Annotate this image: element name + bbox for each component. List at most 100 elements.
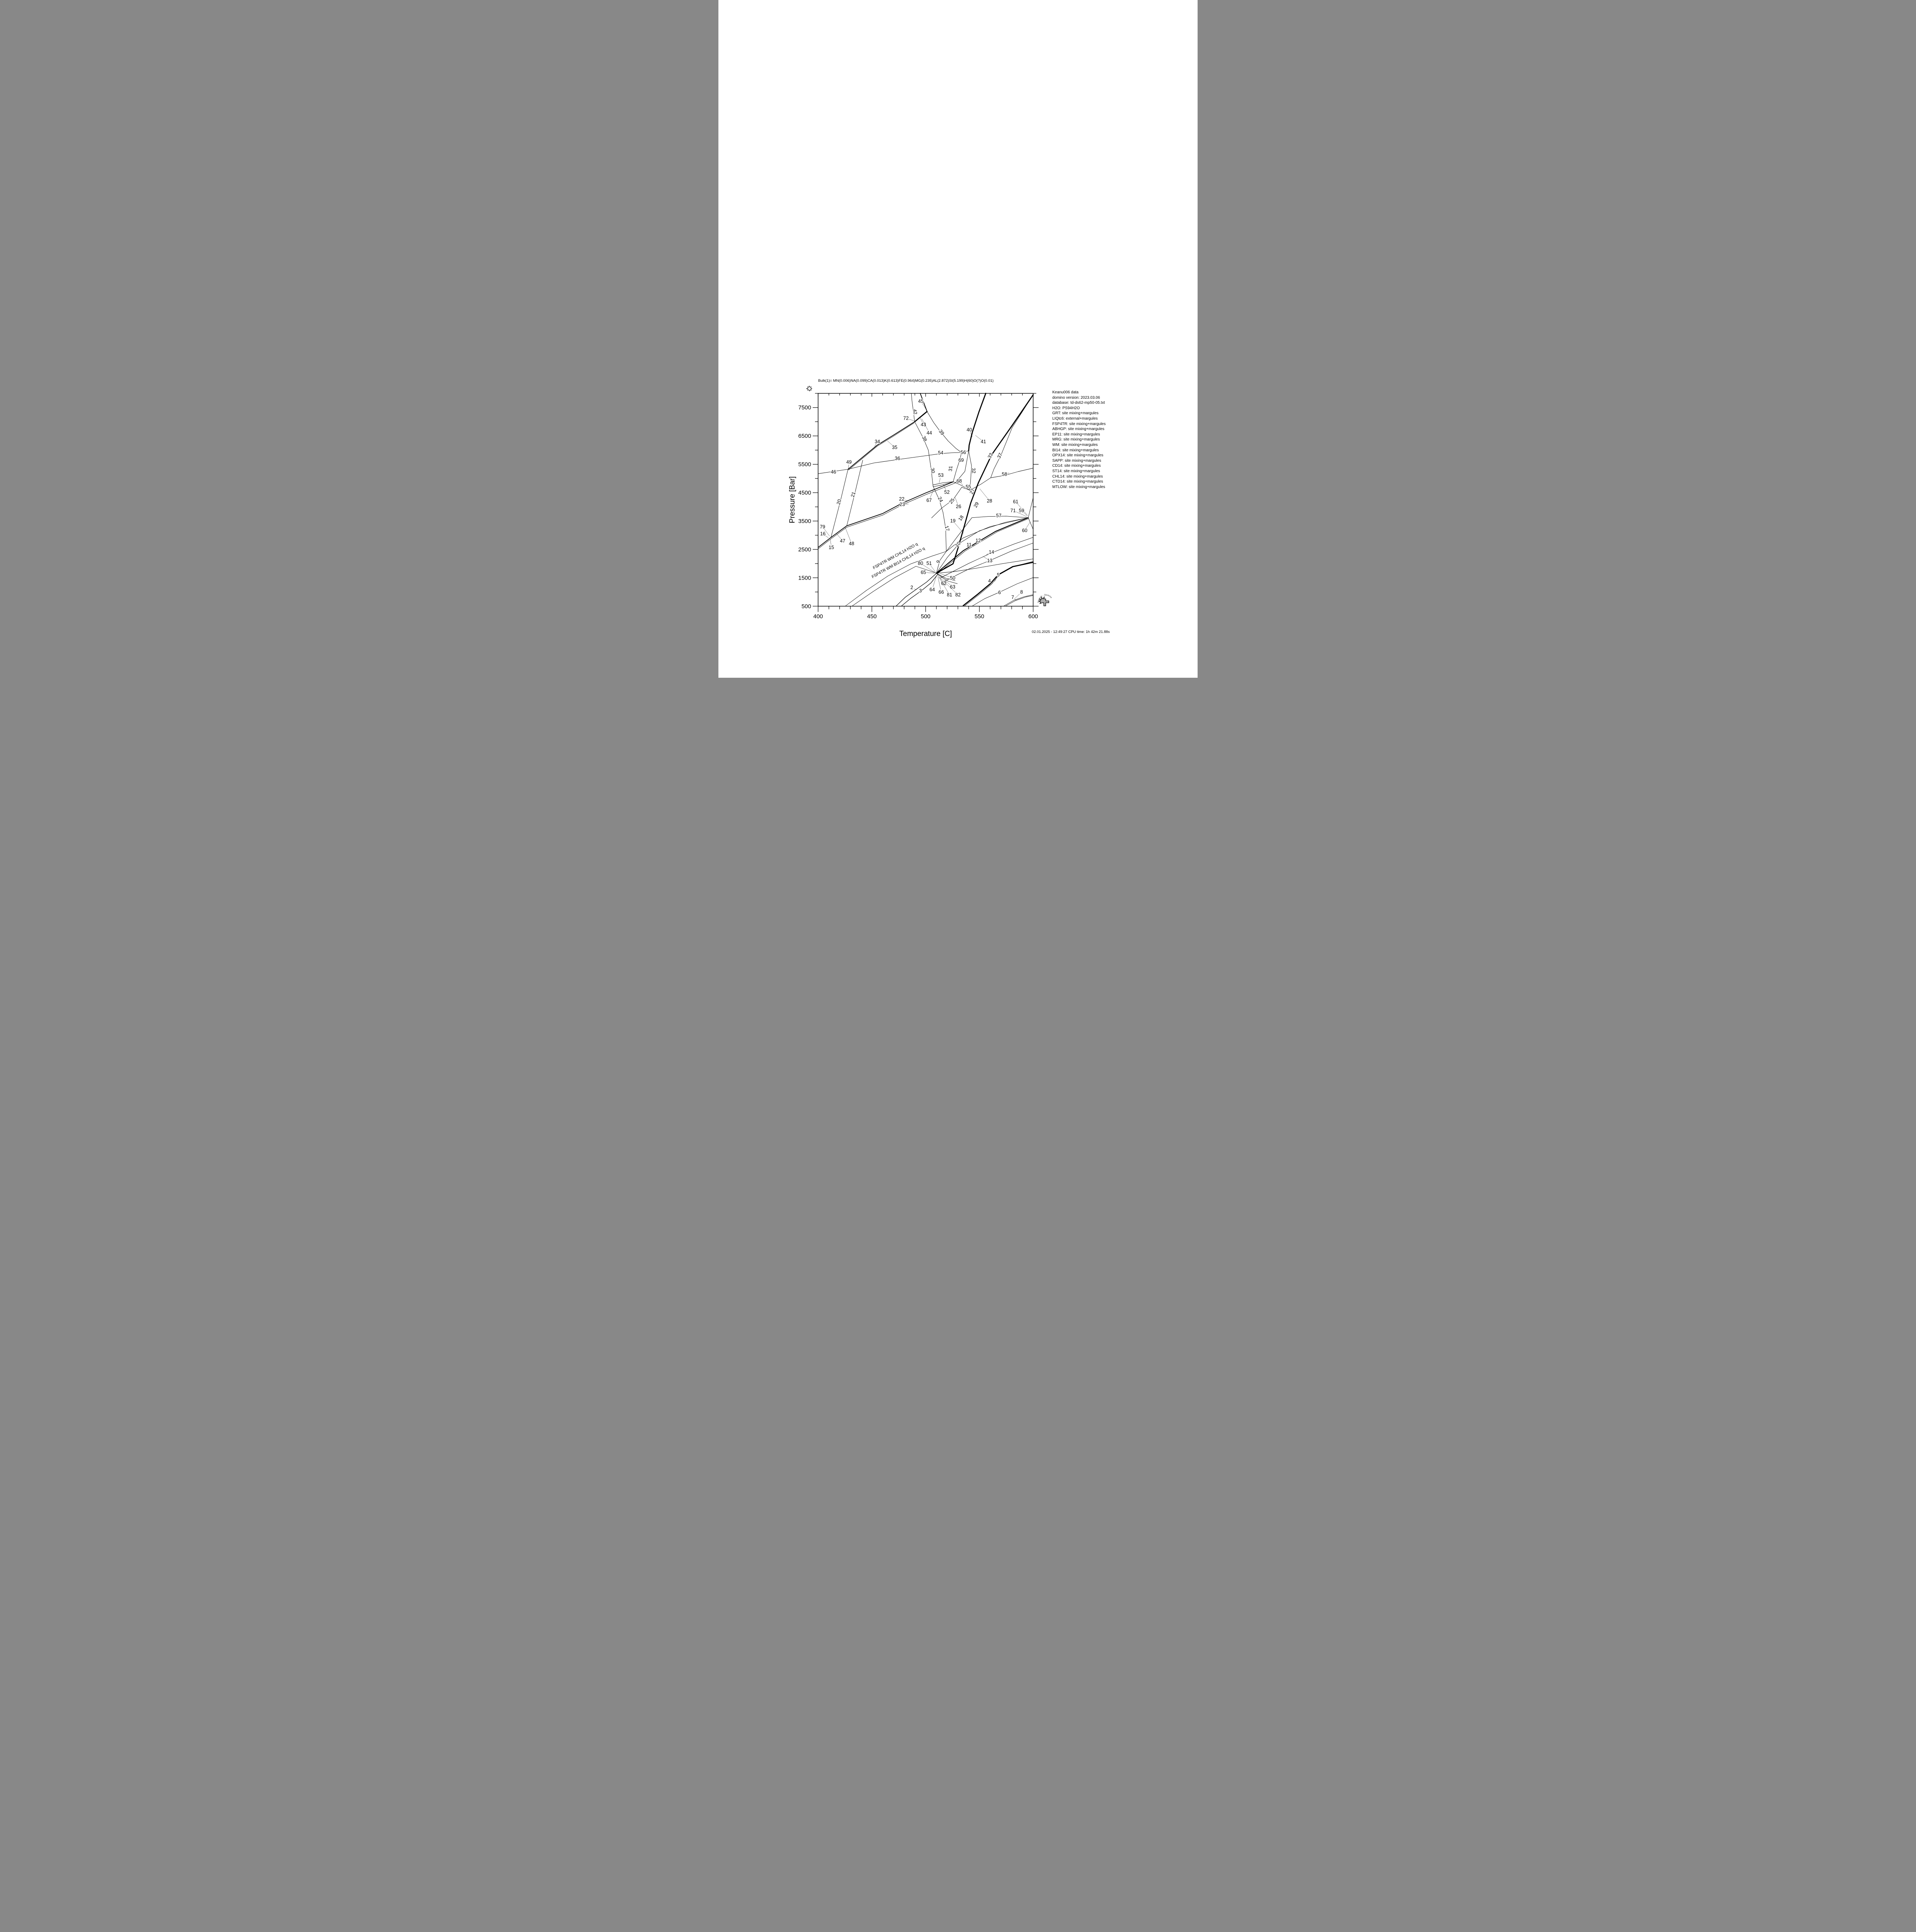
field-label-62: 62 [941, 581, 946, 586]
field-label-36: 36 [895, 456, 900, 461]
field-label-6: 6 [998, 590, 1001, 595]
x-tick-label-500: 500 [921, 613, 931, 620]
y-tick-label-5500: 5500 [798, 461, 811, 468]
leader-line-22 [904, 500, 908, 501]
leader-line-80 [922, 565, 935, 573]
boundary-line-57 [972, 516, 1029, 518]
field-label-68: 68 [956, 478, 962, 484]
leader-line-71 [1015, 511, 1027, 517]
field-label-82: 82 [955, 592, 961, 598]
field-label-47: 47 [840, 538, 845, 544]
field-label-44: 44 [927, 430, 932, 435]
boundary-line-bi14chl14q [852, 566, 937, 607]
boundary-line-25 [931, 487, 970, 518]
field-label-71: 71 [1011, 508, 1016, 513]
boundary-line-69-31 [953, 452, 962, 482]
boundary-line-38-30-24-17 [914, 421, 947, 552]
legend-line-15: ST14: site mixing+margules [1052, 469, 1100, 473]
field-label-8: 8 [1020, 589, 1023, 595]
legend-line-10: WM: site mixing+margules [1052, 442, 1098, 447]
legend-line-13: SAPP: site mixing+margules [1052, 458, 1101, 463]
leader-line-61 [1017, 503, 1028, 515]
field-label-72: 72 [903, 415, 909, 421]
field-label-25: 25 [948, 497, 956, 505]
field-label-66: 66 [939, 589, 944, 595]
field-label-26: 26 [956, 504, 961, 509]
leader-line-19 [955, 523, 964, 534]
field-label-63: 63 [950, 584, 955, 590]
boundary-line-62-63 [936, 573, 956, 581]
boundary-line-33-29 [936, 394, 1034, 574]
field-label-65: 65 [921, 570, 926, 575]
x-tick-label-450: 450 [867, 613, 877, 620]
y-tick-label-1500: 1500 [798, 575, 811, 581]
phase-diagram-svg: 400 450 500 550 6005001500250035004500550065… [788, 385, 1052, 638]
y-tick-label-7500: 7500 [798, 405, 811, 411]
leader-line-79 [824, 529, 830, 536]
boundary-line-11 [937, 518, 1029, 574]
boundary-line-40 [968, 393, 987, 452]
boundary-line-13 [943, 543, 1033, 582]
field-label-56: 56 [961, 450, 966, 455]
field-label-80: 80 [918, 561, 923, 566]
leader-line-50 [940, 573, 950, 577]
boundary-line-19 [946, 517, 1029, 552]
boundary-line-64-66 [936, 573, 958, 584]
boundary-line-15-48-23 [818, 451, 969, 549]
field-label-32: 32 [971, 468, 977, 474]
field-label-54: 54 [938, 450, 943, 456]
field-label-12: 12 [975, 538, 981, 543]
y-tick-label-4500: 4500 [798, 490, 811, 496]
leader-line-11 [972, 545, 975, 546]
field-label-34: 34 [875, 439, 880, 444]
boundary-line-12 [936, 517, 1029, 574]
leader-line-2 [914, 588, 917, 590]
leader-line-13 [983, 556, 988, 560]
field-label-7: 7 [1011, 595, 1014, 600]
x-axis-title: Temperature [C] [899, 630, 952, 638]
leader-line-4 [991, 582, 993, 584]
field-label-35: 35 [892, 445, 897, 450]
boundary-line-58 [990, 468, 1033, 478]
leader-line-51 [931, 565, 936, 572]
field-label-15: 15 [829, 545, 834, 550]
boundary-line-36-54 [847, 452, 962, 469]
boundary-line-55-27 [970, 478, 991, 491]
boundary-line-68 [953, 481, 970, 491]
boundary-line-72-43 [914, 411, 928, 422]
field-label-37: 37 [996, 452, 1004, 459]
field-label-17: 17 [944, 525, 950, 532]
boundary-line-4-5b [964, 561, 1033, 606]
footer-timestamp: 02.01.2025 - 12:49:27 CPU time: 1h 42m 2… [1032, 629, 1110, 634]
legend-line-6: FSP4TR: site mixing+margules [1052, 422, 1106, 426]
field-label-46: 46 [831, 469, 836, 474]
x-tick-label-600: 600 [1028, 613, 1038, 620]
boundary-line-6 [972, 577, 1033, 606]
y-tick-label-2500: 2500 [798, 546, 811, 553]
boundary-line-60 [1028, 517, 1033, 530]
legend-line-11: BI14: site mixing+margules [1052, 448, 1099, 452]
field-label-79: 79 [820, 524, 825, 529]
leader-line-49 [848, 464, 849, 469]
leader-line-45 [922, 403, 927, 410]
field-label-3: 3 [919, 588, 922, 594]
leader-line-58 [1007, 473, 1009, 474]
y-tick-label-500: 500 [801, 603, 811, 610]
field-label-19: 19 [950, 518, 956, 524]
leader-line-62 [937, 574, 943, 582]
field-label-50: 50 [950, 575, 955, 581]
boundary-line-14 [940, 537, 1033, 578]
legend-line-4: GRT: site mixing+margules [1052, 411, 1099, 416]
field-label-67: 67 [926, 498, 932, 503]
leader-line-68 [961, 483, 963, 486]
leader-line-82 [940, 577, 956, 593]
field-label-9: 9 [935, 560, 941, 564]
boundary-line-chl14q [845, 551, 947, 607]
leader-line-8 [1014, 594, 1020, 599]
legend-line-9: MRG: site mixing+margules [1052, 437, 1100, 442]
legend-line-0: Keanu006 data [1052, 390, 1079, 395]
boundary-line-20 [830, 469, 848, 538]
boundary-line-46 [818, 469, 848, 474]
boundary-line-39 [927, 411, 962, 453]
boundary-line-9 [936, 551, 947, 573]
